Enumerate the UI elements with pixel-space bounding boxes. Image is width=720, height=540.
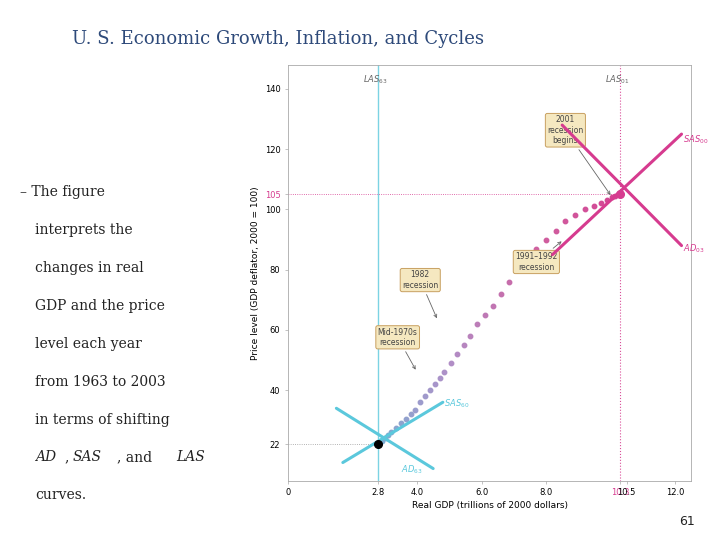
Y-axis label: Price level (GDP deflator, 2000 = 100): Price level (GDP deflator, 2000 = 100) bbox=[251, 186, 261, 360]
Text: changes in real: changes in real bbox=[35, 261, 144, 275]
Text: SAS: SAS bbox=[73, 450, 102, 464]
Text: level each year: level each year bbox=[35, 337, 142, 351]
Text: interprets the: interprets the bbox=[35, 223, 132, 237]
X-axis label: Real GDP (trillions of 2000 dollars): Real GDP (trillions of 2000 dollars) bbox=[412, 502, 567, 510]
Text: from 1963 to 2003: from 1963 to 2003 bbox=[35, 375, 166, 389]
Text: $AD_{63}$: $AD_{63}$ bbox=[401, 463, 423, 476]
Text: $LAS_{63}$: $LAS_{63}$ bbox=[364, 73, 388, 86]
Text: ,: , bbox=[65, 450, 69, 464]
Text: 2001
recession
begins: 2001 recession begins bbox=[547, 116, 610, 194]
Text: U. S. Economic Growth, Inflation, and Cycles: U. S. Economic Growth, Inflation, and Cy… bbox=[72, 30, 484, 48]
Text: $AD_{03}$: $AD_{03}$ bbox=[683, 242, 705, 255]
Text: in terms of shifting: in terms of shifting bbox=[35, 413, 170, 427]
Text: LAS: LAS bbox=[176, 450, 205, 464]
Text: Mid-1970s
recession: Mid-1970s recession bbox=[378, 328, 418, 369]
Text: $LAS_{01}$: $LAS_{01}$ bbox=[606, 73, 630, 86]
Text: curves.: curves. bbox=[35, 488, 86, 502]
Text: 61: 61 bbox=[679, 515, 695, 528]
Text: 1982
recession: 1982 recession bbox=[402, 271, 438, 318]
Text: – The figure: – The figure bbox=[19, 185, 104, 199]
Text: , and: , and bbox=[117, 450, 152, 464]
Text: $SAS_{60}$: $SAS_{60}$ bbox=[444, 397, 470, 410]
Text: AD: AD bbox=[35, 450, 56, 464]
Text: $SAS_{00}$: $SAS_{00}$ bbox=[683, 134, 708, 146]
Text: 1991–1992
recession: 1991–1992 recession bbox=[516, 242, 561, 272]
Text: GDP and the price: GDP and the price bbox=[35, 299, 165, 313]
